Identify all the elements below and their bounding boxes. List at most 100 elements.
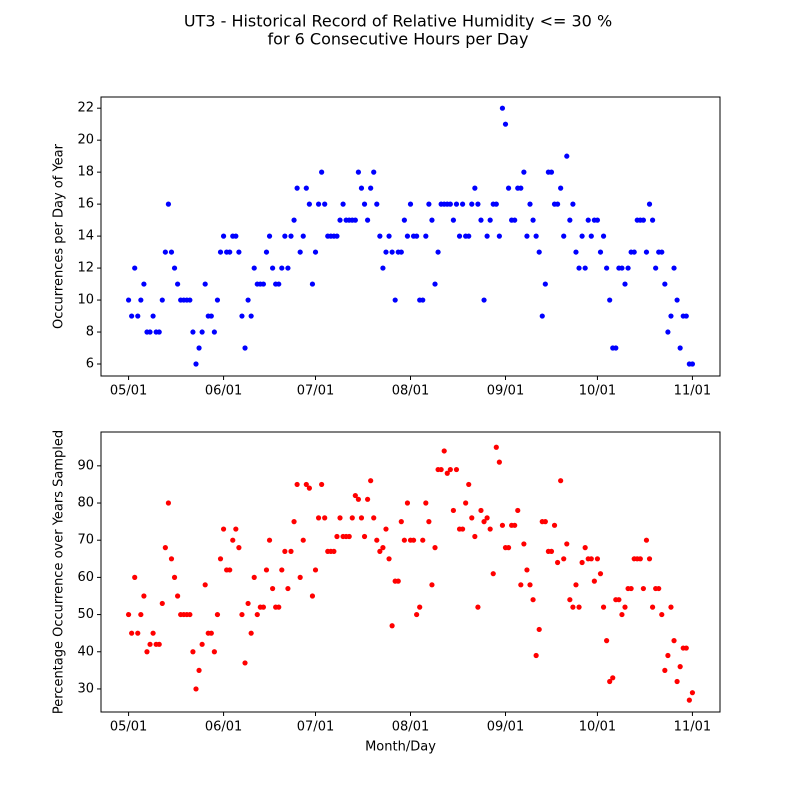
data-point [542,519,548,525]
data-point [242,660,248,666]
data-point [637,556,643,562]
data-point [591,578,597,584]
data-point [665,652,671,659]
data-point [564,541,570,547]
data-point [524,233,530,239]
data-point [469,515,475,521]
data-point [487,217,493,223]
data-point [337,217,343,223]
y-tick-label: 8 [86,325,94,340]
y-tick-label: 6 [86,357,94,372]
data-point [150,630,156,636]
data-point [499,105,506,111]
data-point [459,526,466,532]
data-point [686,697,692,703]
data-point [607,678,613,685]
data-point [447,466,453,473]
data-point [404,500,411,506]
data-point [401,217,407,223]
data-point [640,585,646,592]
data-point [466,233,472,239]
data-point [604,638,610,644]
data-point [493,444,499,450]
data-point [236,545,242,551]
data-point [300,233,306,239]
data-point [279,265,285,271]
data-point [270,585,276,592]
data-point [619,265,625,271]
data-point [435,249,441,255]
data-point [441,448,447,454]
data-point [481,297,487,303]
data-point [248,313,254,319]
data-point [220,526,227,532]
data-point [456,233,463,239]
data-point [374,537,380,543]
data-point [594,217,601,223]
data-point [659,249,665,255]
data-point [579,559,585,566]
data-point [668,604,674,610]
data-point [368,478,374,484]
data-point [144,649,150,655]
data-point [450,507,457,514]
y-tick-label: 14 [77,229,94,244]
data-point [386,233,392,239]
y-tick-label: 22 [77,101,94,116]
x-axis-label: Month/Day [365,740,436,755]
data-point [423,500,429,506]
data-point [395,578,401,584]
data-point [322,515,328,521]
data-point [472,185,478,191]
data-point [429,217,435,223]
data-point [597,249,604,255]
data-point [377,548,383,554]
data-point [312,567,319,573]
data-point [288,548,294,554]
data-point [211,649,217,655]
data-point [358,515,365,521]
data-point [554,201,561,207]
data-point [527,201,533,207]
data-point [518,582,524,588]
data-point [671,638,677,644]
x-tick-label: 09/01 [487,384,524,399]
data-point [649,217,656,223]
data-point [371,515,377,521]
data-point [597,571,604,577]
data-point [499,522,506,528]
data-point [208,313,214,319]
data-point [530,217,536,223]
data-point [168,249,175,255]
data-point [649,604,656,610]
data-point [214,297,221,303]
data-point [478,217,484,223]
data-point [496,233,502,239]
data-point [674,297,680,303]
data-point [561,556,567,562]
data-point [263,249,270,255]
data-point [303,481,309,488]
data-point [631,249,637,255]
data-point [453,466,460,473]
data-point [502,121,509,127]
data-point [548,169,555,175]
data-point [309,281,316,287]
data-point [309,593,316,599]
data-point [251,574,257,580]
data-point [165,500,172,506]
data-point [401,537,407,543]
data-point [187,611,193,618]
data-point [389,623,395,629]
data-point [361,533,368,540]
data-point [147,641,153,647]
figure-title: UT3 - Historical Record of Relative Humi… [184,12,612,31]
data-point [159,297,165,303]
data-point [337,515,343,521]
y-axis-label: Percentage Occurrence over Years Sampled [52,430,67,714]
data-point [352,217,358,223]
y-tick-label: 16 [77,197,94,212]
data-point [129,313,135,319]
data-point [383,526,389,532]
data-point [196,345,202,351]
